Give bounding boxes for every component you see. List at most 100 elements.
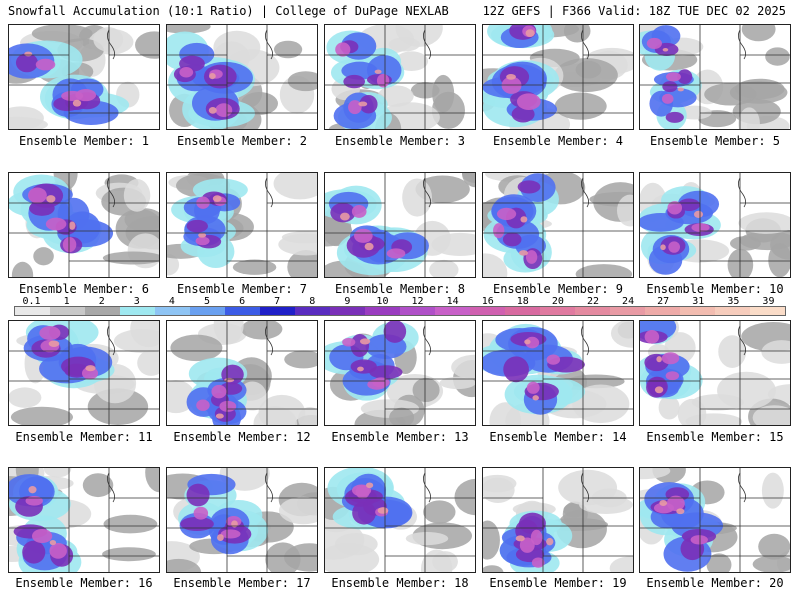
snow-contour-heavy	[667, 201, 683, 215]
snow-contour-heavy	[28, 187, 47, 204]
ensemble-member-label: Ensemble Member: 16	[15, 576, 153, 590]
snow-contour-heavy	[665, 371, 680, 381]
state-border	[738, 29, 746, 60]
snow-contour-heavy	[350, 334, 370, 357]
snow-contour-light	[287, 250, 317, 277]
snow-contour-light	[706, 553, 732, 572]
ensemble-map-panel	[166, 24, 318, 130]
colorbar-swatch	[680, 307, 715, 315]
snow-contour-heavy	[369, 365, 403, 380]
snow-contour-light	[9, 116, 48, 129]
snow-contour-heavy	[546, 354, 561, 365]
snow-contour-heavy	[62, 236, 77, 253]
snow-contour-light	[278, 233, 317, 256]
snow-contour-heavy	[520, 216, 528, 223]
ensemble-member-label: Ensemble Member: 1	[18, 134, 150, 148]
snow-contour-light	[11, 261, 34, 277]
snow-contour-heavy	[646, 37, 662, 49]
ensemble-map-panel	[166, 320, 318, 426]
snow-contour-heavy	[340, 212, 350, 221]
ensemble-member-label: Ensemble Member: 7	[176, 282, 308, 296]
ensemble-map-panel	[482, 320, 634, 426]
snow-contour-heavy	[31, 528, 53, 544]
state-border	[581, 325, 589, 356]
snow-contour-light	[454, 478, 475, 516]
snow-contour-heavy	[366, 482, 374, 489]
snow-contour-heavy	[49, 542, 67, 559]
snowfall-map	[640, 321, 790, 425]
snow-contour-light	[752, 405, 790, 425]
snow-contour-light	[394, 51, 429, 71]
snow-contour-light	[33, 247, 54, 266]
snow-contour-light	[718, 335, 747, 368]
snow-contour-heavy	[186, 483, 210, 507]
snow-contour-heavy	[195, 236, 210, 246]
snow-contour-heavy	[196, 399, 210, 411]
state-border	[581, 177, 589, 208]
snow-contour-heavy	[367, 379, 387, 390]
snow-contour-light	[102, 547, 156, 562]
snow-contour-light	[677, 398, 707, 425]
snow-contour-heavy	[224, 377, 235, 383]
snow-contour-heavy	[231, 520, 238, 528]
colorbar-label: 2	[98, 296, 105, 307]
ensemble-map-panel	[482, 467, 634, 573]
snow-contour-heavy	[496, 207, 517, 221]
state-border	[423, 177, 431, 208]
snow-contour-heavy	[644, 329, 660, 344]
snow-contour-heavy	[502, 232, 522, 247]
ensemble-member-label: Ensemble Member: 4	[492, 134, 624, 148]
colorbar-label: 22	[586, 296, 600, 307]
snow-contour-heavy	[666, 495, 685, 512]
snow-contour-heavy	[526, 381, 540, 394]
ensemble-map-panel	[8, 320, 160, 426]
snow-contour-light	[167, 558, 202, 572]
snow-contour-light	[421, 549, 453, 572]
snow-contour-heavy	[28, 486, 37, 494]
snow-contour-heavy	[209, 72, 216, 80]
snowfall-map	[325, 321, 475, 425]
colorbar-label: 10	[376, 296, 389, 307]
state-border	[738, 472, 746, 503]
snowfall-map	[483, 321, 633, 425]
snow-contour-heavy	[374, 69, 382, 74]
snow-contour-light	[287, 71, 317, 92]
snow-contour-heavy	[45, 217, 67, 231]
snow-contour-heavy	[661, 352, 680, 365]
snow-contour-heavy	[357, 366, 364, 372]
snow-contour-light	[439, 376, 475, 390]
snow-contour-heavy	[211, 384, 227, 399]
ensemble-map-panel	[8, 172, 160, 278]
ensemble-member-label: Ensemble Member: 17	[173, 576, 311, 590]
snow-contour-heavy	[656, 356, 662, 363]
snow-contour-heavy	[360, 338, 371, 345]
snow-contour-heavy	[677, 87, 684, 92]
snow-contour-light	[103, 514, 158, 534]
snow-contour-heavy	[85, 365, 96, 372]
snowfall-map	[9, 321, 159, 425]
snow-contour-heavy	[24, 51, 33, 57]
colorbar-label: 3	[133, 296, 140, 307]
snowfall-map	[325, 468, 475, 572]
snow-contour-light	[389, 407, 415, 425]
snow-contour-light	[640, 468, 671, 480]
snow-contour-light	[412, 377, 440, 403]
ensemble-map-panel	[324, 172, 476, 278]
snow-contour-heavy	[525, 250, 538, 264]
colorbar-swatch	[155, 307, 190, 315]
snow-contour-light	[489, 402, 522, 425]
state-border	[265, 177, 273, 208]
snow-contour-heavy	[358, 101, 368, 107]
snow-contour-heavy	[524, 339, 531, 345]
snow-contour-light	[658, 395, 680, 420]
snow-contour-light	[575, 264, 633, 277]
snow-contour-heavy	[193, 506, 209, 520]
state-border	[107, 325, 115, 356]
snow-contour-heavy	[376, 73, 390, 88]
snow-contour-light	[758, 533, 790, 560]
ensemble-member-label: Ensemble Member: 15	[646, 430, 784, 444]
colorbar-swatch	[260, 307, 295, 315]
snow-contour-light	[137, 349, 159, 376]
ensemble-member-label: Ensemble Member: 19	[489, 576, 627, 590]
snow-contour-heavy	[383, 321, 407, 343]
